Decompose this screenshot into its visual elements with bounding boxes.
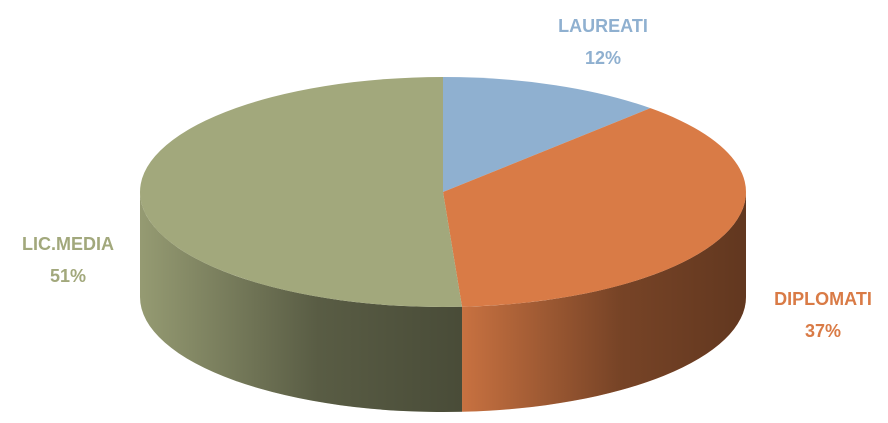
slice bbox=[139, 77, 463, 307]
slice bbox=[443, 77, 651, 192]
slice-label: DIPLOMATI bbox=[774, 289, 872, 309]
slice-side-shade bbox=[140, 192, 463, 412]
slice bbox=[443, 108, 746, 307]
slice-side-shade bbox=[462, 192, 747, 412]
slice-value-label: 51% bbox=[50, 266, 86, 286]
slice-value-label: 37% bbox=[805, 321, 841, 341]
slice-value-label: 12% bbox=[585, 48, 621, 68]
slice-label: LAUREATI bbox=[558, 16, 648, 36]
slice-label: LIC.MEDIA bbox=[22, 234, 114, 254]
